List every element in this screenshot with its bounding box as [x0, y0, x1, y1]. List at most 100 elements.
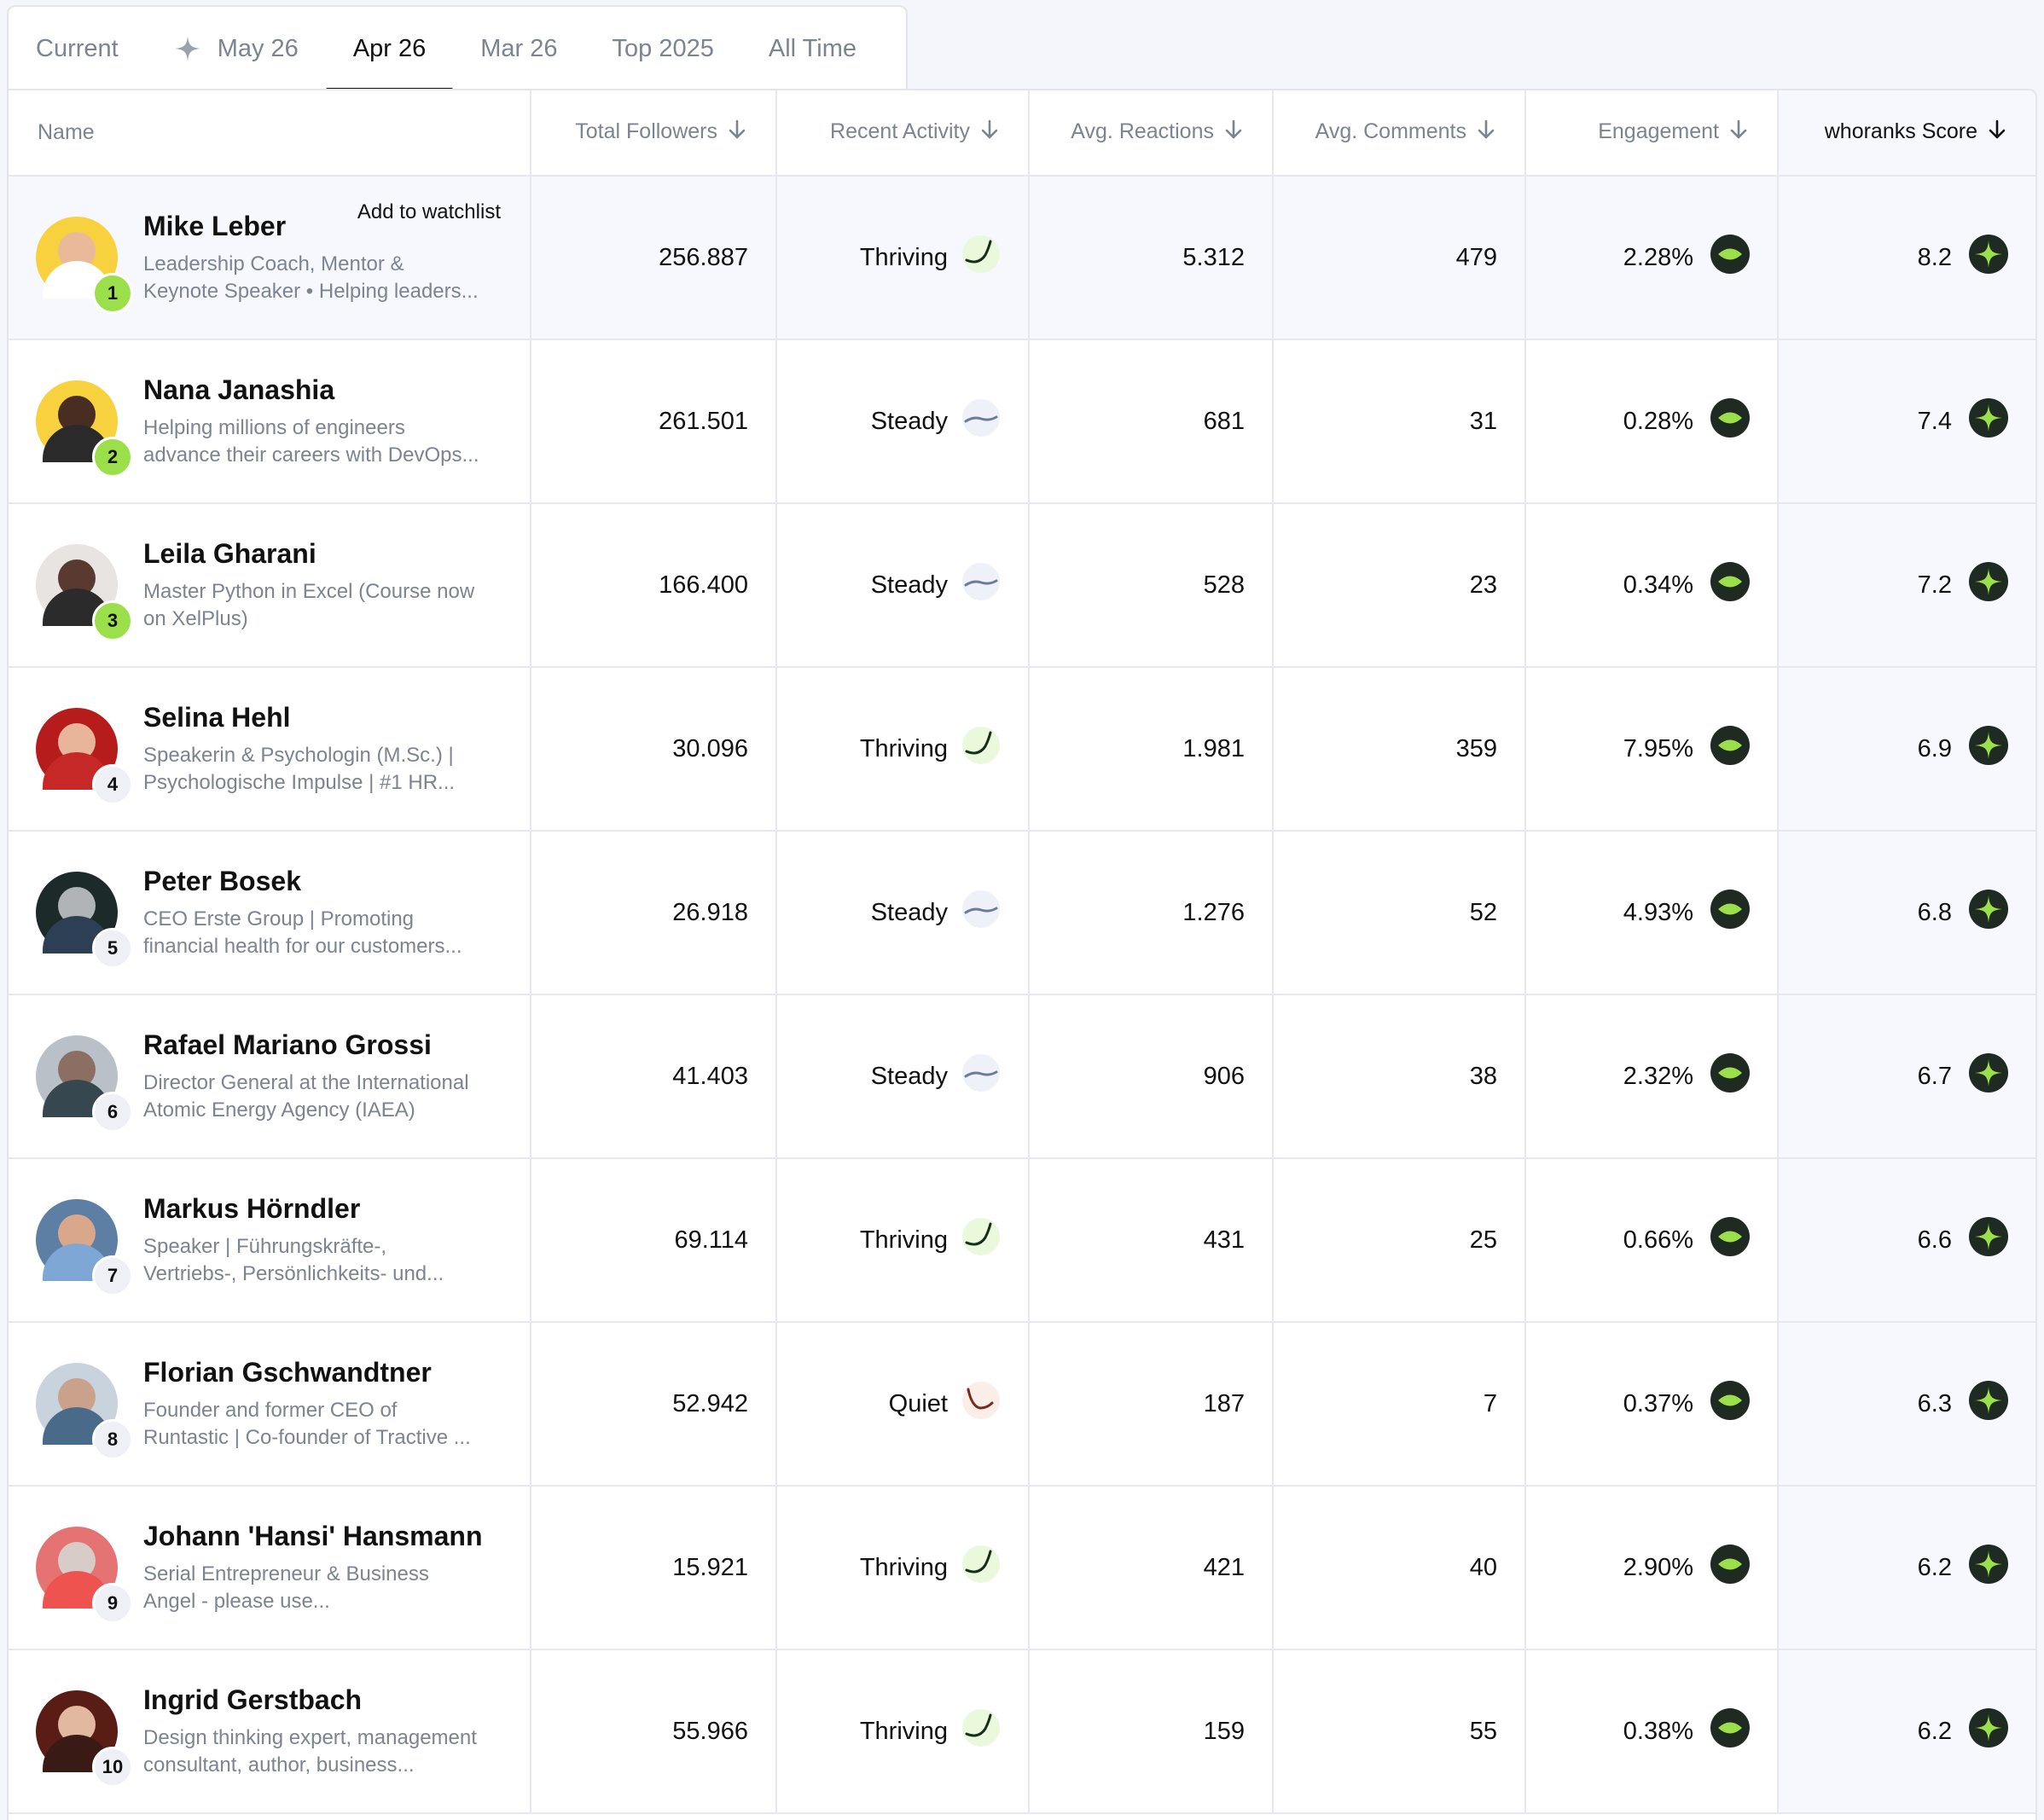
avg-comments-value: 40 [1469, 1553, 1497, 1581]
tab-top-2025[interactable]: Top 2025 [585, 7, 741, 90]
sort-arrow-down-icon [1729, 119, 1748, 147]
header-total-followers[interactable]: Total Followers [531, 90, 777, 176]
avatar[interactable]: 8 [36, 1363, 133, 1460]
total-followers-value: 41.403 [672, 1062, 748, 1090]
person-name[interactable]: Ingrid Gerstbach [143, 1684, 363, 1715]
total-followers-cell: 261.501 [531, 339, 777, 503]
engagement-cell: 2.90% [1525, 1486, 1779, 1649]
avg-comments-cell: 359 [1273, 667, 1526, 831]
rank-badge: 1 [92, 273, 133, 314]
sort-arrow-down-icon [1477, 119, 1495, 147]
avatar[interactable]: 7 [36, 1199, 133, 1296]
table-row[interactable]: 2 Nana Janashia Helping millions of engi… [9, 339, 2035, 503]
rank-badge: 7 [92, 1255, 133, 1296]
total-followers-value: 69.114 [674, 1226, 748, 1254]
total-followers-value: 30.096 [672, 734, 748, 762]
table-row[interactable]: 10 Ingrid Gerstbach Design thinking expe… [9, 1649, 2035, 1813]
engagement-value: 2.90% [1623, 1553, 1693, 1581]
name-cell: 10 Ingrid Gerstbach Design thinking expe… [9, 1649, 531, 1813]
avatar[interactable]: 6 [36, 1035, 133, 1133]
person-name[interactable]: Nana Janashia [143, 374, 335, 405]
tab-apr-26[interactable]: Apr 26 [325, 7, 454, 92]
table-row[interactable]: 9 Johann 'Hansi' Hansmann Serial Entrepr… [9, 1486, 2035, 1649]
recent-activity-cell: Quiet [776, 1322, 1030, 1486]
recent-activity-cell: Thriving [776, 1158, 1030, 1322]
person-name[interactable]: Johann 'Hansi' Hansmann [143, 1520, 483, 1551]
engagement-value: 0.34% [1623, 571, 1693, 599]
period-tabs: Current May 26 Apr 26 Mar 26 Top 2025 Al… [7, 5, 908, 92]
headline-line-1: Helping millions of engineers [143, 415, 405, 439]
avg-comments-cell: 31 [1273, 339, 1526, 503]
engagement-cell: 7.95% [1525, 667, 1779, 831]
whoranks-score-cell: 6.7 [1778, 994, 2035, 1158]
total-followers-cell: 15.921 [531, 1486, 777, 1649]
add-to-watchlist-button[interactable]: Add to watchlist [357, 200, 501, 223]
headline-line-2: financial health for our customers... [143, 934, 462, 958]
score-sparkle-icon [1952, 1381, 2008, 1427]
person-name[interactable]: Rafael Mariano Grossi [143, 1029, 432, 1060]
person-headline: Leadership Coach, Mentor & Keynote Speake… [143, 251, 510, 305]
rank-badge: 3 [92, 600, 133, 641]
activity-label: Quiet [888, 1389, 948, 1417]
header-recent-activity[interactable]: Recent Activity [776, 90, 1030, 176]
person-name[interactable]: Florian Gschwandtner [143, 1356, 432, 1388]
total-followers-value: 52.942 [672, 1389, 748, 1417]
whoranks-score-cell: 6.8 [1778, 831, 2035, 994]
name-cell: 9 Johann 'Hansi' Hansmann Serial Entrepr… [9, 1486, 531, 1649]
person-headline: Helping millions of engineers advance the… [143, 414, 510, 469]
total-followers-cell: 166.400 [531, 503, 777, 667]
recent-activity-cell: Thriving [776, 1486, 1030, 1649]
table-row[interactable]: 4 Selina Hehl Speakerin & Psychologin (M… [9, 667, 2035, 831]
avg-reactions-value: 421 [1203, 1553, 1245, 1581]
avatar[interactable]: 1 [36, 217, 133, 314]
person-headline: Speaker | Führungskräfte-, Vertriebs-, Pe… [143, 1233, 510, 1288]
avatar[interactable]: 9 [36, 1527, 133, 1624]
avatar[interactable]: 5 [36, 872, 133, 969]
steady-trend-icon [948, 890, 1001, 936]
table-row[interactable]: 6 Rafael Mariano Grossi Director General… [9, 994, 2035, 1158]
header-engagement[interactable]: Engagement [1525, 90, 1779, 176]
table-row[interactable]: 3 Leila Gharani Master Python in Excel (… [9, 503, 2035, 667]
tab-current[interactable]: Current [36, 7, 146, 90]
person-name[interactable]: Selina Hehl [143, 701, 291, 733]
person-name[interactable]: Markus Hörndler [143, 1192, 361, 1224]
avg-comments-cell: 52 [1273, 831, 1526, 994]
score-value: 7.4 [1917, 407, 1952, 435]
avg-comments-cell: 25 [1273, 1158, 1526, 1322]
avatar[interactable]: 2 [36, 380, 133, 478]
avg-reactions-cell: 421 [1029, 1486, 1274, 1649]
table-row[interactable]: 1 Mike Leber Leadership Coach, Mentor & K… [9, 176, 2035, 339]
avg-reactions-cell: 906 [1029, 994, 1274, 1158]
avg-reactions-value: 1.981 [1182, 734, 1245, 762]
table-row[interactable]: 7 Markus Hörndler Speaker | Führungskräf… [9, 1158, 2035, 1322]
avatar[interactable]: 3 [36, 544, 133, 641]
tab-all-time[interactable]: All Time [741, 7, 884, 90]
headline-line-2: Atomic Energy Agency (IAEA) [143, 1098, 415, 1122]
table-row[interactable]: 5 Peter Bosek CEO Erste Group | Promotin… [9, 831, 2035, 994]
header-name[interactable]: Name [9, 90, 531, 176]
tab-mar-26[interactable]: Mar 26 [453, 7, 584, 90]
score-sparkle-icon [1952, 562, 2008, 608]
person-name[interactable]: Leila Gharani [143, 537, 316, 569]
table-row[interactable]: 8 Florian Gschwandtner Founder and forme… [9, 1322, 2035, 1486]
headline-line-1: Speaker | Führungskräfte-, [143, 1234, 387, 1258]
engagement-badge-icon [1693, 1053, 1750, 1099]
avg-comments-value: 7 [1483, 1389, 1497, 1417]
header-whoranks-score[interactable]: whoranks Score [1778, 90, 2035, 176]
header-avg-comments[interactable]: Avg. Comments [1273, 90, 1526, 176]
person-headline: Master Python in Excel (Course now on Xel… [143, 578, 510, 633]
recent-activity-cell: Steady [776, 339, 1030, 503]
avatar[interactable]: 10 [36, 1690, 133, 1788]
person-name[interactable]: Mike Leber [143, 210, 287, 241]
thriving-trend-icon [948, 726, 1001, 772]
tab-may-26[interactable]: May 26 [146, 7, 326, 90]
person-name[interactable]: Peter Bosek [143, 865, 301, 896]
person-headline: Design thinking expert, management consul… [143, 1724, 510, 1779]
header-avg-reactions[interactable]: Avg. Reactions [1029, 90, 1274, 176]
engagement-cell: 0.34% [1525, 503, 1779, 667]
rank-badge: 2 [92, 437, 133, 478]
avatar[interactable]: 4 [36, 708, 133, 805]
headline-line-1: Speakerin & Psychologin (M.Sc.) | [143, 743, 454, 767]
headline-line-1: Director General at the International [143, 1070, 469, 1094]
total-followers-cell: 69.114 [531, 1158, 777, 1322]
